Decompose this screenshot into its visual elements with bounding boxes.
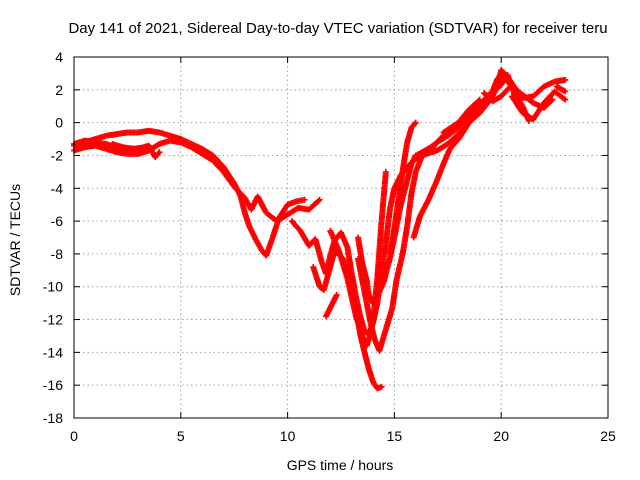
plot-frame (73, 56, 609, 419)
y-tick-label: -8 (51, 246, 64, 262)
x-tick-label: 20 (493, 428, 509, 444)
data-point (378, 383, 385, 390)
x-tick-label: 5 (177, 428, 185, 444)
y-tick-label: -14 (43, 344, 63, 360)
y-tick-label: 2 (55, 82, 63, 98)
y-tick-label: 4 (55, 49, 63, 65)
data-point (156, 149, 163, 156)
chart-title: Day 141 of 2021, Sidereal Day-to-day VTE… (68, 20, 607, 37)
y-axis-label: SDTVAR / TECUs (7, 184, 23, 296)
data-point (508, 81, 515, 88)
data-point (507, 83, 514, 90)
x-tick-label: 10 (280, 428, 296, 444)
data-point (301, 196, 308, 203)
data-point (412, 119, 419, 126)
y-tick-label: -16 (43, 377, 63, 393)
y-tick-label: -2 (51, 147, 64, 163)
data-point (333, 291, 340, 298)
data-point (549, 96, 556, 103)
x-tick-label: 0 (70, 428, 78, 444)
y-tick-label: -12 (43, 312, 63, 328)
data-point (562, 88, 569, 95)
data-point (562, 96, 569, 103)
data-point (382, 168, 389, 175)
x-axis-label: GPS time / hours (287, 457, 394, 473)
data-point (315, 197, 322, 204)
data-point (476, 96, 483, 103)
x-tick-label: 25 (600, 428, 616, 444)
y-tick-label: -18 (43, 410, 63, 426)
axes: 0 5 10 15 20 25 -18 -16 -14 -12 -10 -8 -6 -4 -2 0 2 4 (43, 49, 616, 444)
y-tick-label: -6 (51, 213, 64, 229)
y-tick-label: -10 (43, 279, 63, 295)
data-point (475, 97, 482, 104)
y-tick-label: 0 (55, 115, 63, 131)
data-point (141, 144, 148, 151)
x-tick-label: 15 (387, 428, 403, 444)
data-points (71, 67, 569, 392)
data-point (316, 196, 323, 203)
data-point (562, 76, 569, 83)
y-tick-label: -4 (51, 180, 64, 196)
